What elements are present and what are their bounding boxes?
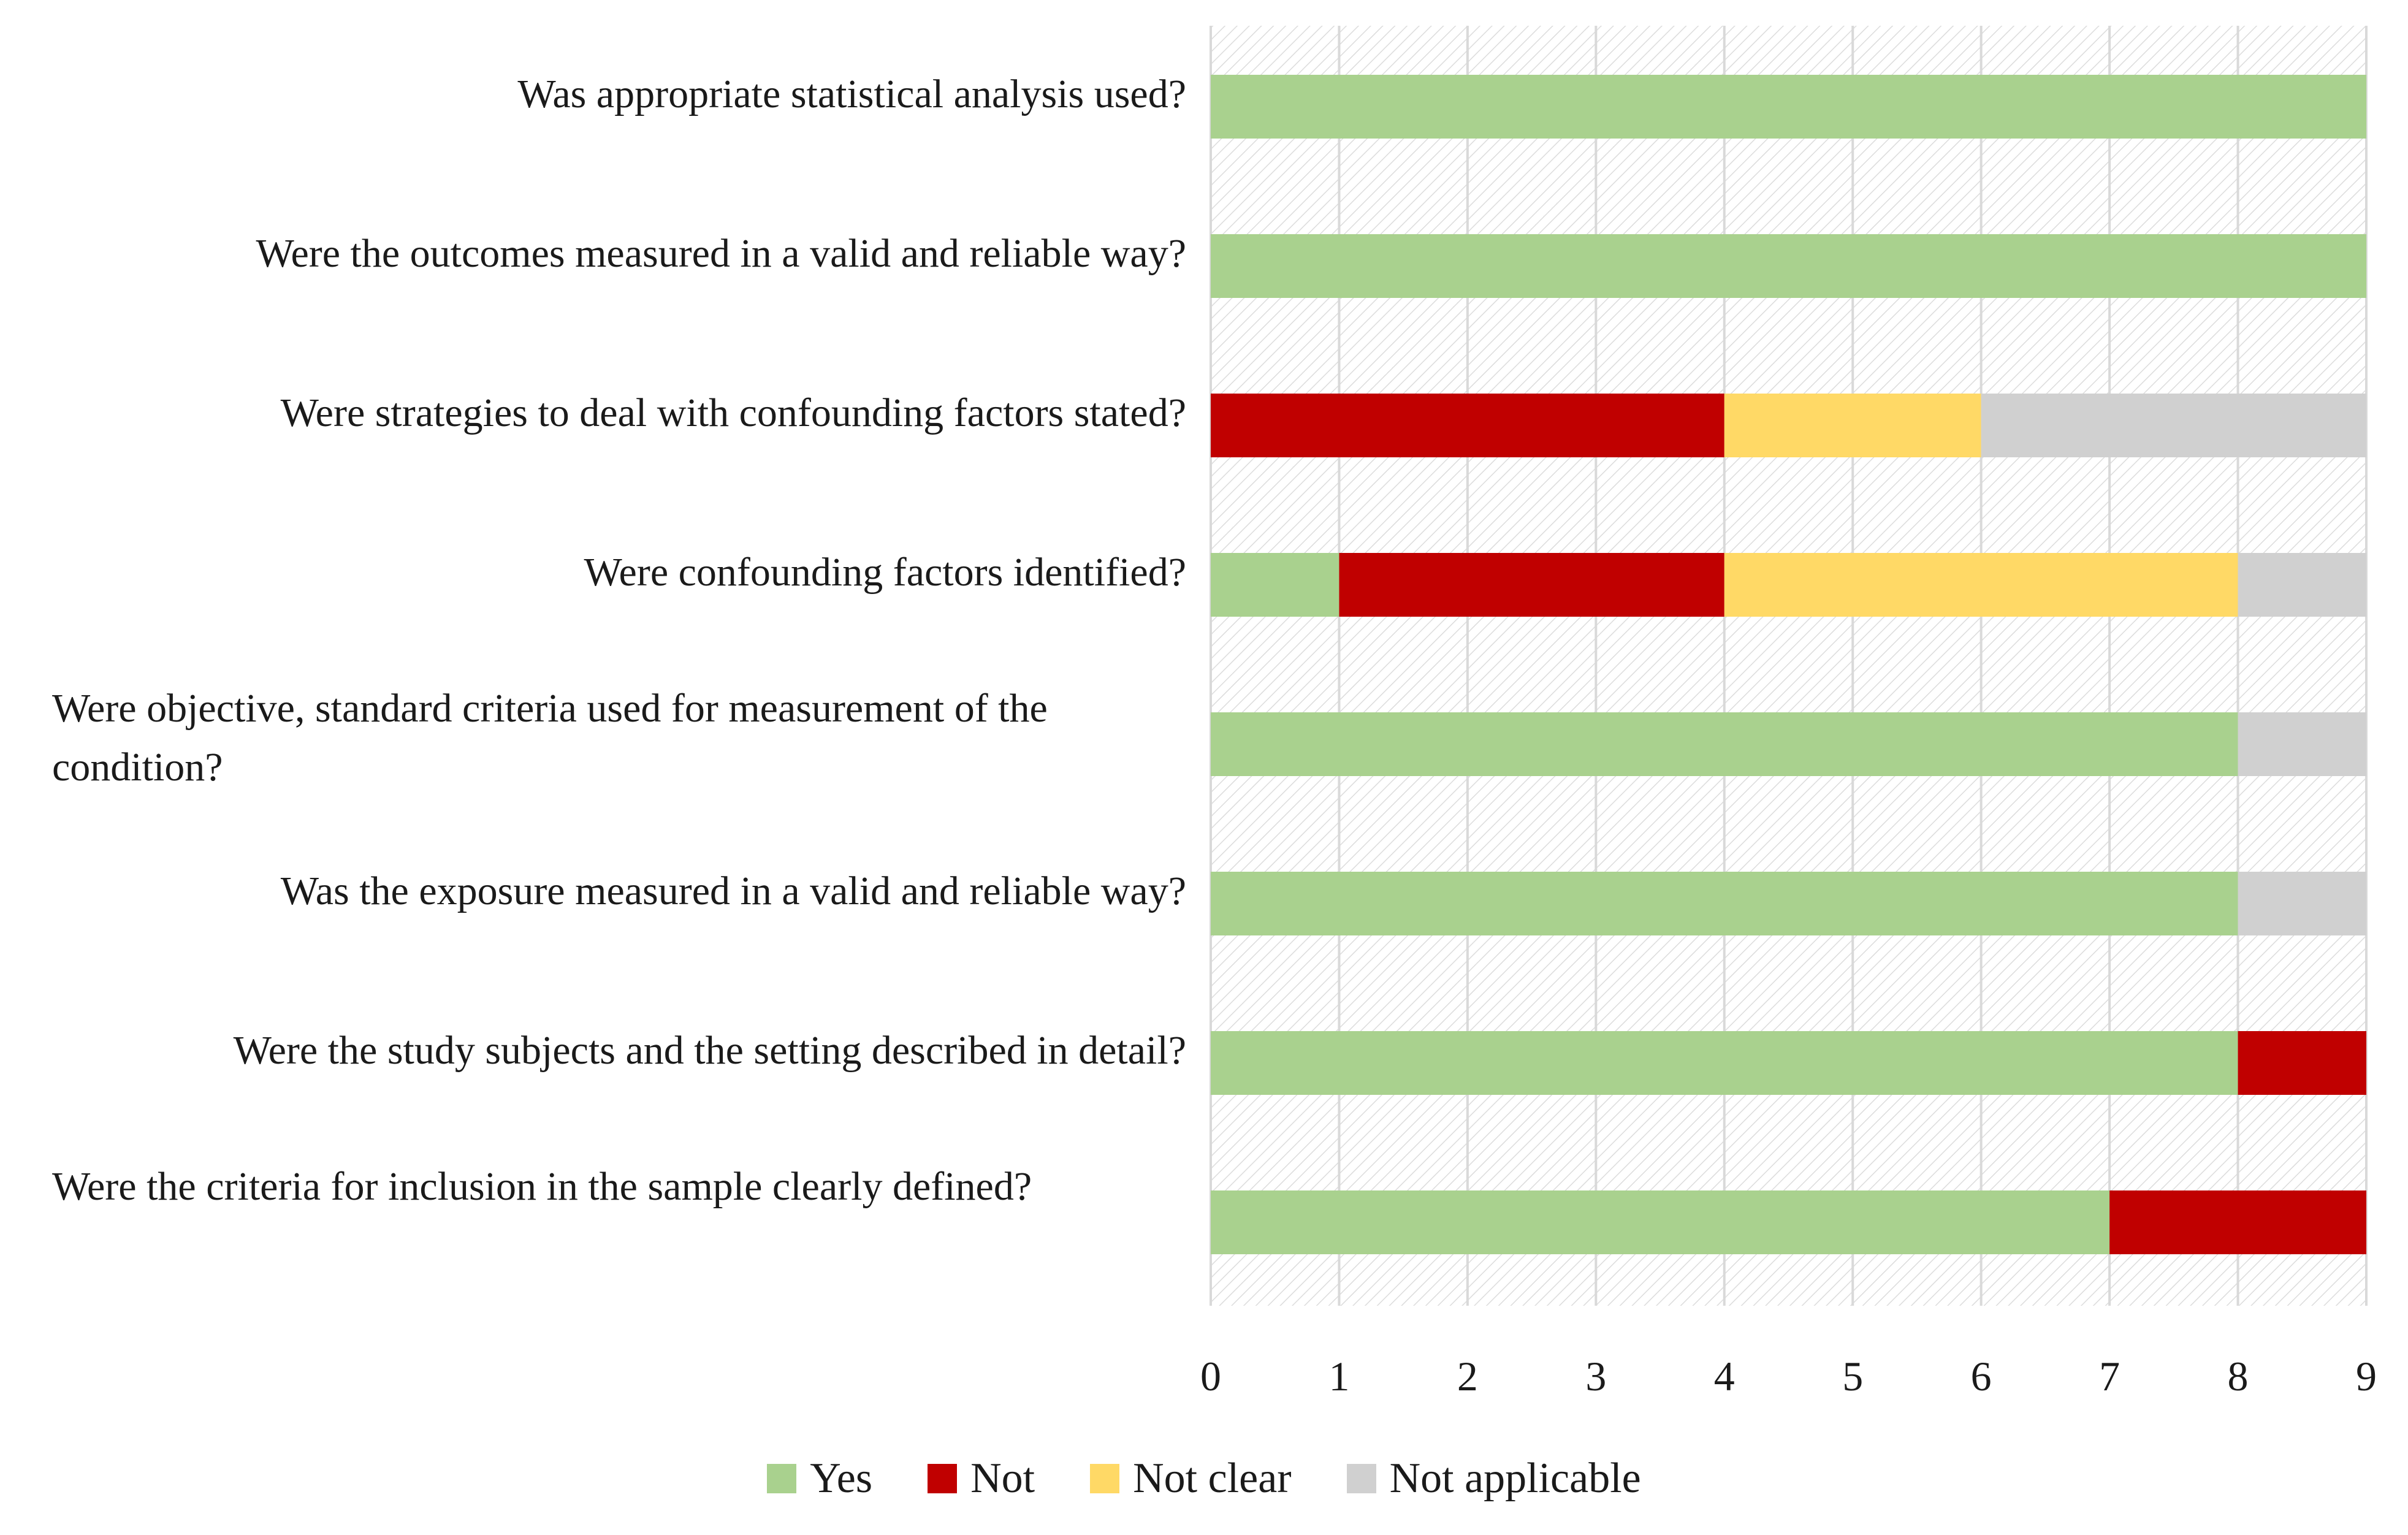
category-label-text-7: Were the criteria for inclusion in the s…	[52, 1164, 1032, 1209]
category-label-7: Were the criteria for inclusion in the s…	[52, 1157, 1186, 1216]
bar-2-not	[1211, 394, 1724, 457]
legend-item-not: Not	[928, 1454, 1035, 1503]
bar-6-yes	[1211, 1031, 2238, 1095]
category-label-text-2: Were strategies to deal with confounding…	[280, 390, 1186, 435]
category-label-0: Was appropriate statistical analysis use…	[21, 65, 1186, 124]
legend-item-not-applicable: Not applicable	[1346, 1454, 1641, 1503]
category-label-text-6: Were the study subjects and the setting …	[233, 1028, 1186, 1073]
category-label-1: Were the outcomes measured in a valid an…	[21, 224, 1186, 283]
bar-3-not-clear	[1724, 553, 2238, 617]
plot-background	[1211, 26, 2366, 1306]
category-label-text-0: Was appropriate statistical analysis use…	[517, 72, 1186, 116]
bar-3-yes	[1211, 553, 1339, 617]
legend-label-not-applicable: Not applicable	[1389, 1455, 1641, 1502]
bar-3-not-applicable	[2238, 553, 2366, 617]
bar-7-not	[2109, 1190, 2366, 1254]
x-tick-label-4: 4	[1714, 1353, 1735, 1400]
legend-swatch-not-clear	[1090, 1464, 1120, 1493]
legend-item-yes: Yes	[767, 1454, 872, 1503]
category-label-6: Were the study subjects and the setting …	[21, 1021, 1186, 1080]
bar-7-yes	[1211, 1190, 2110, 1254]
x-tick-label-1: 1	[1328, 1353, 1349, 1400]
bar-5-not-applicable	[2238, 872, 2366, 935]
category-label-4: Were objective, standard criteria used f…	[52, 679, 1186, 797]
legend-label-not: Not	[970, 1455, 1035, 1502]
bar-5-yes	[1211, 872, 2238, 935]
category-label-text-4: Were objective, standard criteria used f…	[52, 686, 1048, 790]
category-label-2: Were strategies to deal with confounding…	[21, 384, 1186, 443]
legend-swatch-not-applicable	[1346, 1464, 1376, 1493]
bars	[1211, 75, 2366, 1254]
bar-6-not	[2238, 1031, 2366, 1095]
x-tick-label-7: 7	[2099, 1353, 2120, 1400]
bar-0-yes	[1211, 75, 2366, 139]
x-tick-label-9: 9	[2356, 1353, 2377, 1400]
x-tick-label-8: 8	[2228, 1353, 2249, 1400]
plot-area	[1211, 26, 2366, 1306]
x-tick-label-6: 6	[1971, 1353, 1992, 1400]
legend-label-yes: Yes	[810, 1455, 873, 1502]
category-label-text-5: Was the exposure measured in a valid and…	[280, 869, 1186, 913]
legend-swatch-not	[928, 1464, 958, 1493]
x-tick-labels: 0 1 2 3 4 5 6 7 8 9	[1200, 1353, 2377, 1400]
bar-2-not-clear	[1724, 394, 1981, 457]
legend: Yes Not Not clear Not applicable	[0, 1454, 2408, 1503]
bar-1-yes	[1211, 234, 2366, 298]
bar-4-not-applicable	[2238, 712, 2366, 776]
x-tick-label-0: 0	[1200, 1353, 1221, 1400]
category-label-text-3: Were confounding factors identified?	[584, 550, 1186, 595]
bar-4-yes	[1211, 712, 2238, 776]
x-tick-label-3: 3	[1585, 1353, 1606, 1400]
legend-label-not-clear: Not clear	[1133, 1455, 1292, 1502]
category-label-text-1: Were the outcomes measured in a valid an…	[256, 231, 1186, 276]
category-label-3: Were confounding factors identified?	[21, 543, 1186, 602]
legend-item-not-clear: Not clear	[1090, 1454, 1292, 1503]
bar-3-not	[1339, 553, 1724, 617]
bar-2-not-applicable	[1981, 394, 2366, 457]
legend-swatch-yes	[767, 1464, 797, 1493]
category-label-5: Was the exposure measured in a valid and…	[21, 862, 1186, 921]
x-tick-label-2: 2	[1457, 1353, 1478, 1400]
x-tick-label-5: 5	[1842, 1353, 1863, 1400]
